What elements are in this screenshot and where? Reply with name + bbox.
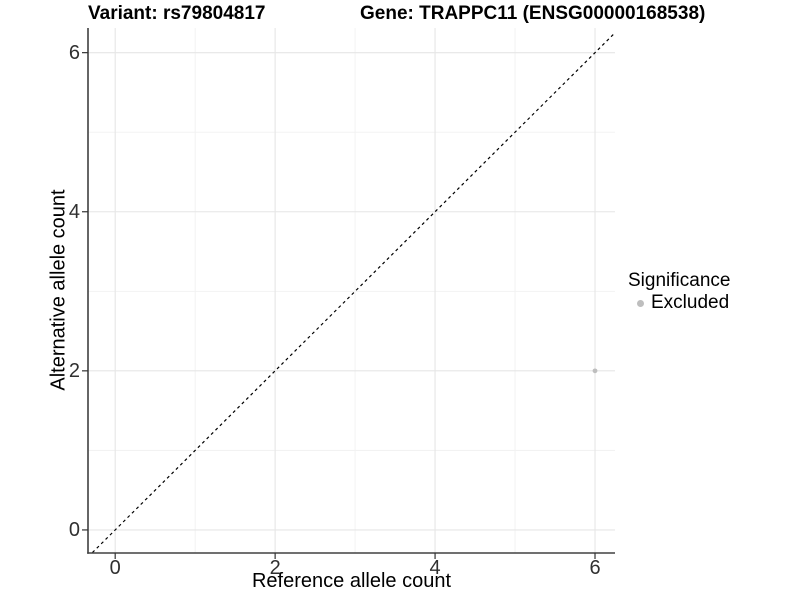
x-tick-label: 0 <box>109 557 121 579</box>
legend-entry-label: Excluded <box>651 292 730 313</box>
y-tick-label: 4 <box>68 200 80 223</box>
legend-key-dot <box>637 299 644 307</box>
x-tick-label: 6 <box>589 557 601 579</box>
plot-title-gene: Gene: TRAPPC11 (ENSG00000168538) <box>360 3 706 24</box>
x-tick-label: 4 <box>429 557 441 579</box>
legend: Significance Excluded <box>627 270 730 314</box>
plot-title-variant: Variant: rs79804817 <box>88 3 266 24</box>
y-tick-label: 6 <box>68 41 80 64</box>
y-tick-label: 2 <box>68 359 80 382</box>
identity-dashed-line <box>91 32 615 553</box>
data-point <box>592 368 598 374</box>
x-axis-title: Reference allele count <box>251 570 451 592</box>
legend-title: Significance <box>628 270 731 291</box>
x-tick-label: 2 <box>269 557 281 579</box>
legend-entry-excluded: Excluded <box>627 292 730 314</box>
y-tick-label: 0 <box>68 518 80 541</box>
